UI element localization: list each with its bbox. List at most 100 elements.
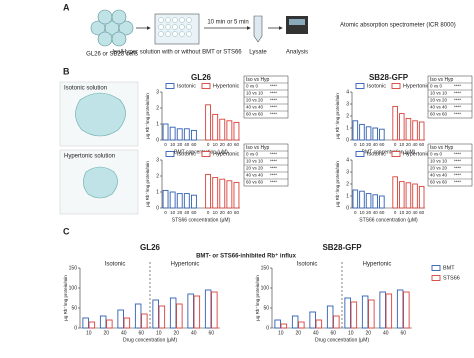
bar (152, 299, 159, 329)
x-tick-label: 40 (373, 210, 379, 215)
y-axis-label: μg Rb⁺/mg protein/min (145, 93, 150, 139)
y-tick-label: 150 (69, 265, 78, 271)
x-tick-label: 10 (170, 142, 176, 147)
bar (205, 104, 212, 141)
x-tick-label: 10 (399, 142, 405, 147)
x-tick-label: 60 (400, 330, 406, 336)
bar (412, 183, 418, 209)
bar (169, 126, 176, 141)
table-cell: **** (454, 105, 461, 110)
y-tick-label: 0 (346, 137, 349, 143)
table-cell: **** (270, 98, 277, 103)
x-axis-label: Drug concentration (μM) (123, 337, 177, 343)
bar (176, 303, 183, 329)
table-cell: 0 vs 0 (430, 152, 443, 157)
bar (392, 176, 398, 209)
y-tick-label: 1 (346, 193, 349, 199)
cell-shape (75, 92, 126, 137)
bar (190, 129, 197, 141)
table-cell: **** (270, 166, 277, 171)
y-axis-label: μg Rb⁺/mg protein/min (145, 161, 150, 207)
bar (176, 128, 183, 141)
bar (315, 319, 323, 329)
table-cell: **** (270, 105, 277, 110)
bar (385, 293, 393, 329)
table-cell: **** (454, 98, 461, 103)
bar (365, 126, 372, 141)
bar (372, 194, 378, 209)
x-axis-label: BMT concentration (μM) (362, 149, 416, 155)
well-plate (154, 13, 200, 45)
legend-label: Hypertonic (213, 83, 240, 89)
x-tick-label: 40 (313, 330, 319, 336)
x-tick-label: 60 (138, 330, 144, 336)
bar (123, 317, 131, 329)
bar (212, 113, 219, 141)
bar (176, 193, 183, 209)
bar (352, 120, 359, 141)
x-tick-label: 40 (121, 330, 127, 336)
x-tick-label: 10 (170, 210, 176, 215)
y-tick-label: 4 (346, 89, 349, 95)
table-cell: **** (270, 173, 277, 178)
legend-swatch (165, 83, 175, 89)
image-label: Hypertonic solution (64, 154, 115, 160)
step-label: GL26 or SB28 cells (86, 52, 138, 58)
bar (226, 180, 233, 209)
bar (226, 120, 233, 141)
bar (379, 291, 386, 329)
bar (169, 297, 177, 329)
bar (190, 194, 197, 209)
bar (350, 301, 358, 329)
legend-swatch (431, 265, 441, 271)
bar (212, 177, 219, 209)
x-tick-label: 60 (379, 142, 385, 147)
y-axis-label: μg Rb⁺/mg protein/min (255, 275, 260, 321)
y-tick-label: 3 (156, 89, 159, 95)
bar (169, 191, 176, 209)
legend-label: Isotonic (177, 83, 196, 89)
legend-label: Hypertonic (403, 83, 430, 89)
x-tick-label: 40 (413, 210, 419, 215)
legend-label: Hypertonic (213, 151, 240, 157)
table-cell: 40 vs 40 (430, 105, 448, 110)
legend-label: Isotonic (177, 151, 196, 157)
bar (187, 293, 194, 329)
table-cell: 20 vs 20 (430, 98, 448, 103)
bar (291, 315, 299, 329)
bar (211, 291, 218, 329)
table-cell: 60 vs 60 (430, 180, 448, 185)
x-axis-label: STS66 concentration (μM) (359, 217, 418, 223)
x-tick-label: 10 (213, 142, 219, 147)
bar (183, 193, 190, 209)
x-tick-label: 20 (173, 330, 179, 336)
x-tick-label: 0 (354, 142, 357, 147)
y-tick-label: 1 (346, 125, 349, 131)
y-tick-label: 3 (156, 157, 159, 163)
y-axis-label: μg Rb⁺/mg protein/min (335, 93, 340, 139)
bar (412, 120, 418, 141)
chart-title: SB28-GFP (369, 73, 409, 82)
legend-label: STS66 (443, 275, 460, 281)
bar (298, 321, 305, 329)
bar (418, 121, 425, 141)
table-cell: **** (454, 84, 461, 89)
bar (405, 117, 412, 141)
x-axis-label: STS66 concentration (μM) (172, 217, 231, 223)
x-tick-label: 20 (177, 142, 183, 147)
bar (359, 123, 365, 141)
x-tick-label: 20 (406, 210, 412, 215)
panel-label: C (63, 226, 70, 236)
table-cell: 10 vs 10 (430, 91, 448, 96)
table-cell: 10 vs 10 (246, 91, 264, 96)
bar (162, 123, 169, 141)
step-label: Lysate (249, 50, 267, 56)
y-axis-label: μg Rb⁺/mg protein/min (335, 161, 340, 207)
table-cell: 0 vs 0 (246, 152, 259, 157)
y-tick-label: 3 (346, 101, 349, 107)
x-tick-label: 60 (208, 330, 214, 336)
step-label: Iso/Hyper solution with or without BMT o… (112, 50, 242, 56)
table-cell: **** (270, 152, 277, 157)
table-cell: **** (270, 84, 277, 89)
